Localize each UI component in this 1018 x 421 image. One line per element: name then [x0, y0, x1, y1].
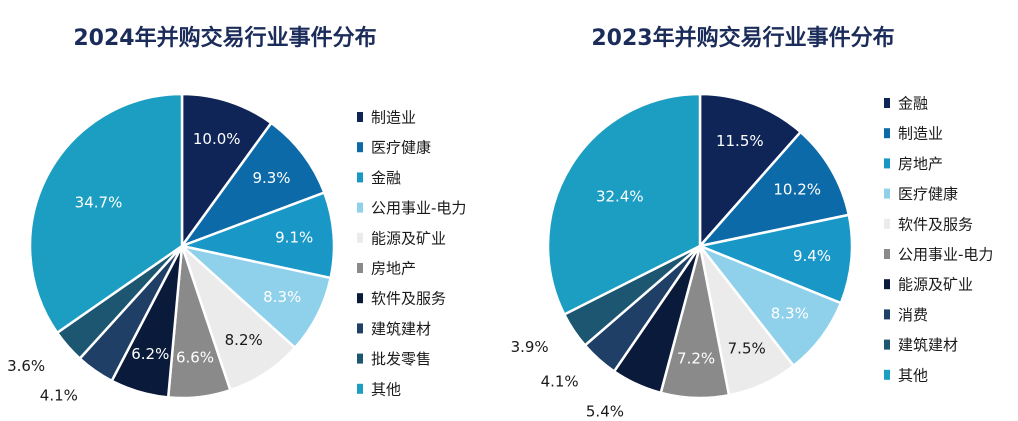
legend-item: 软件及服务 — [357, 290, 446, 308]
legend-item: 公用事业-电力 — [357, 199, 466, 217]
legend-swatch — [357, 172, 363, 183]
data-label: 7.2% — [677, 349, 715, 367]
legend-swatch — [357, 383, 363, 394]
pie-slice — [180, 92, 274, 250]
legend-item: 建筑建材 — [884, 336, 958, 354]
legend-label: 建筑建材 — [371, 320, 431, 338]
data-label: 3.6% — [7, 357, 45, 375]
legend-swatch — [884, 128, 890, 139]
legend-label: 其他 — [898, 366, 928, 384]
legend-item: 医疗健康 — [357, 139, 431, 157]
data-label: 7.5% — [728, 339, 766, 357]
pie-slice — [696, 130, 851, 248]
legend-swatch — [884, 339, 890, 350]
legend-item: 消费 — [884, 306, 928, 324]
legend-item: 房地产 — [884, 155, 943, 173]
legend-swatch — [884, 98, 890, 108]
legend-item: 金融 — [357, 169, 401, 187]
pie-slice — [177, 190, 336, 280]
data-label: 9.3% — [252, 169, 290, 187]
legend-label: 制造业 — [371, 109, 416, 127]
legend-item: 其他 — [884, 366, 928, 384]
legend-label: 建筑建材 — [898, 336, 958, 354]
data-label: 9.4% — [793, 247, 831, 265]
legend-swatch — [884, 309, 890, 320]
legend-swatch — [357, 202, 363, 213]
data-label: 4.1% — [40, 386, 78, 404]
data-label: 4.1% — [541, 373, 579, 391]
legend-swatch — [884, 218, 890, 229]
data-label: 8.2% — [225, 331, 263, 349]
data-label: 34.7% — [75, 193, 123, 211]
legend-item: 制造业 — [884, 125, 943, 143]
legend-label: 批发零售 — [371, 350, 431, 368]
legend-item: 建筑建材 — [357, 320, 431, 338]
legend-swatch — [357, 112, 363, 122]
legend-label: 能源及矿业 — [371, 229, 446, 247]
legend-item: 其他 — [357, 380, 401, 398]
legend-label: 其他 — [371, 380, 401, 398]
pie-data-labels: 10.0% 9.3% 9.1% 8.3% 8.2% 6.6% 6.2% 4.1% 3.6% 34.… — [7, 130, 313, 404]
data-label: 6.2% — [131, 345, 169, 363]
legend-label: 软件及服务 — [898, 215, 973, 233]
pie-slices — [546, 92, 854, 400]
legend-item: 金融 — [884, 95, 928, 113]
legend-item: 医疗健康 — [884, 185, 958, 203]
pie-slices — [28, 92, 336, 400]
data-label: 10.0% — [193, 130, 241, 148]
legend-swatch — [357, 353, 363, 364]
chart-title: 2024年并购交易行业事件分布 — [73, 25, 376, 51]
legend-item: 房地产 — [357, 260, 416, 278]
data-label: 3.9% — [511, 338, 549, 356]
data-label: 5.4% — [586, 402, 624, 420]
legend-swatch — [357, 142, 363, 153]
legend-label: 医疗健康 — [898, 185, 958, 203]
pie-slice — [695, 213, 854, 305]
pie-slice — [178, 121, 326, 249]
pie-slice — [546, 92, 702, 317]
legend-label: 制造业 — [898, 125, 943, 143]
legend-item: 能源及矿业 — [357, 229, 446, 247]
legend-swatch — [357, 232, 363, 243]
legend-swatch — [884, 188, 890, 199]
legend-swatch — [884, 249, 890, 259]
legend-swatch — [884, 279, 890, 290]
data-label: 8.3% — [771, 305, 809, 323]
legend-swatch — [357, 293, 363, 304]
chart-title: 2023年并购交易行业事件分布 — [591, 25, 894, 51]
legend-swatch — [357, 263, 363, 273]
legend-label: 金融 — [898, 95, 928, 113]
legend-item: 能源及矿业 — [884, 276, 973, 294]
chart-2023: 2023年并购交易行业事件分布 11.5% 10.2% 9.4% 8.3% 7.5% 7.… — [511, 25, 994, 420]
legend-label: 房地产 — [371, 260, 416, 278]
legend-label: 公用事业-电力 — [898, 246, 993, 264]
legend-swatch — [884, 369, 890, 380]
data-label: 6.6% — [176, 349, 214, 367]
chart-2024: 2024年并购交易行业事件分布 10.0% 9.3% 9.1% 8.3% 8.2% 6.6… — [7, 25, 466, 404]
legend-item: 批发零售 — [357, 350, 431, 368]
legend-label: 软件及服务 — [371, 290, 446, 308]
legend-swatch — [357, 323, 363, 334]
pie-slice — [28, 92, 184, 335]
data-label: 32.4% — [596, 188, 644, 206]
pie-slice — [698, 92, 803, 250]
pie-data-labels: 11.5% 10.2% 9.4% 8.3% 7.5% 7.2% 5.4% 4.1% 3.9% 32… — [511, 132, 831, 421]
legend-item: 公用事业-电力 — [884, 246, 993, 264]
legend-label: 房地产 — [898, 155, 943, 173]
data-label: 11.5% — [716, 132, 764, 150]
data-label: 10.2% — [773, 181, 821, 199]
data-label: 9.1% — [275, 229, 313, 247]
legend-item: 制造业 — [357, 109, 416, 127]
legend-label: 消费 — [898, 306, 928, 324]
legend-label: 金融 — [371, 169, 401, 187]
legend-label: 医疗健康 — [371, 139, 431, 157]
legend-label: 公用事业-电力 — [371, 199, 466, 217]
data-label: 8.3% — [263, 288, 301, 306]
legend-label: 能源及矿业 — [898, 276, 973, 294]
legend-item: 软件及服务 — [884, 215, 973, 233]
legend-swatch — [884, 158, 890, 169]
